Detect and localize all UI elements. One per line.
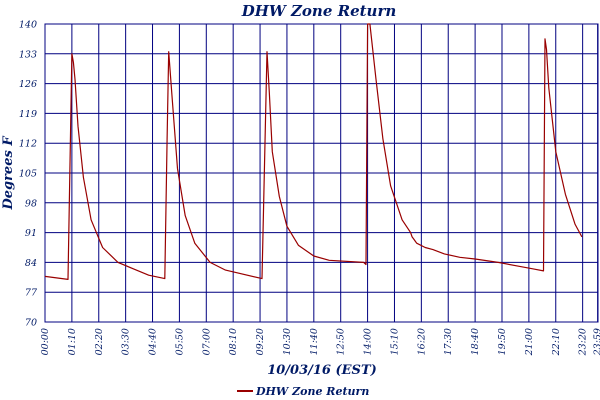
- y-tick-label: 126: [19, 79, 37, 90]
- x-tick-label: 16:20: [416, 328, 427, 355]
- x-tick-label: 08:10: [228, 328, 239, 355]
- y-tick-label: 140: [19, 20, 37, 31]
- y-tick-label: 119: [19, 109, 37, 120]
- y-tick-labels: 70 77 84 91 98 105 112 119 126 133 140: [19, 20, 38, 329]
- x-tick-label: 17:30: [443, 328, 454, 355]
- x-tick-label: 01:10: [67, 328, 78, 355]
- y-tick-label: 70: [25, 318, 37, 329]
- chart-title: DHW Zone Return: [241, 2, 397, 20]
- x-tick-label: 02:20: [94, 328, 105, 355]
- y-tick-label: 112: [19, 139, 37, 150]
- y-tick-label: 91: [25, 228, 37, 239]
- x-tick-label: 04:40: [148, 328, 159, 355]
- x-tick-label: 03:30: [121, 328, 132, 355]
- x-tick-label: 22:10: [551, 328, 562, 356]
- x-tick-label: 15:10: [389, 328, 400, 355]
- y-tick-label: 133: [19, 49, 37, 60]
- x-tick-label: 19:50: [497, 328, 508, 355]
- y-axis-title: Degrees F: [1, 136, 16, 211]
- x-tick-label: 23:20: [578, 328, 589, 356]
- y-tick-label: 105: [19, 169, 37, 180]
- legend: DHW Zone Return: [237, 385, 369, 398]
- x-tick-label: 09:20: [255, 328, 266, 355]
- series-layer: [44, 23, 583, 280]
- x-tick-label: 18:40: [470, 328, 481, 355]
- x-tick-label: 10:30: [282, 328, 293, 355]
- y-tick-label: 98: [25, 198, 37, 209]
- grid: [45, 23, 599, 323]
- x-tick-label: 23:59: [593, 328, 600, 356]
- x-tick-label: 07:00: [201, 328, 212, 355]
- series-line-0: [44, 23, 583, 280]
- x-axis-title: 10/03/16 (EST): [267, 363, 377, 378]
- x-tick-label: 05:50: [174, 328, 185, 355]
- x-tick-label: 00:00: [40, 328, 51, 355]
- x-tick-label: 12:50: [336, 328, 347, 355]
- legend-label: DHW Zone Return: [255, 385, 369, 398]
- plot-frame: [44, 23, 599, 323]
- y-tick-label: 77: [25, 288, 38, 299]
- x-tick-label: 21:00: [524, 328, 535, 356]
- x-tick-label: 11:40: [309, 328, 320, 355]
- x-tick-label: 14:00: [363, 328, 374, 355]
- x-tick-labels: 00:00 01:10 02:20 03:30 04:40 05:50 07:00 08:10…: [40, 328, 600, 356]
- y-tick-label: 84: [25, 258, 37, 269]
